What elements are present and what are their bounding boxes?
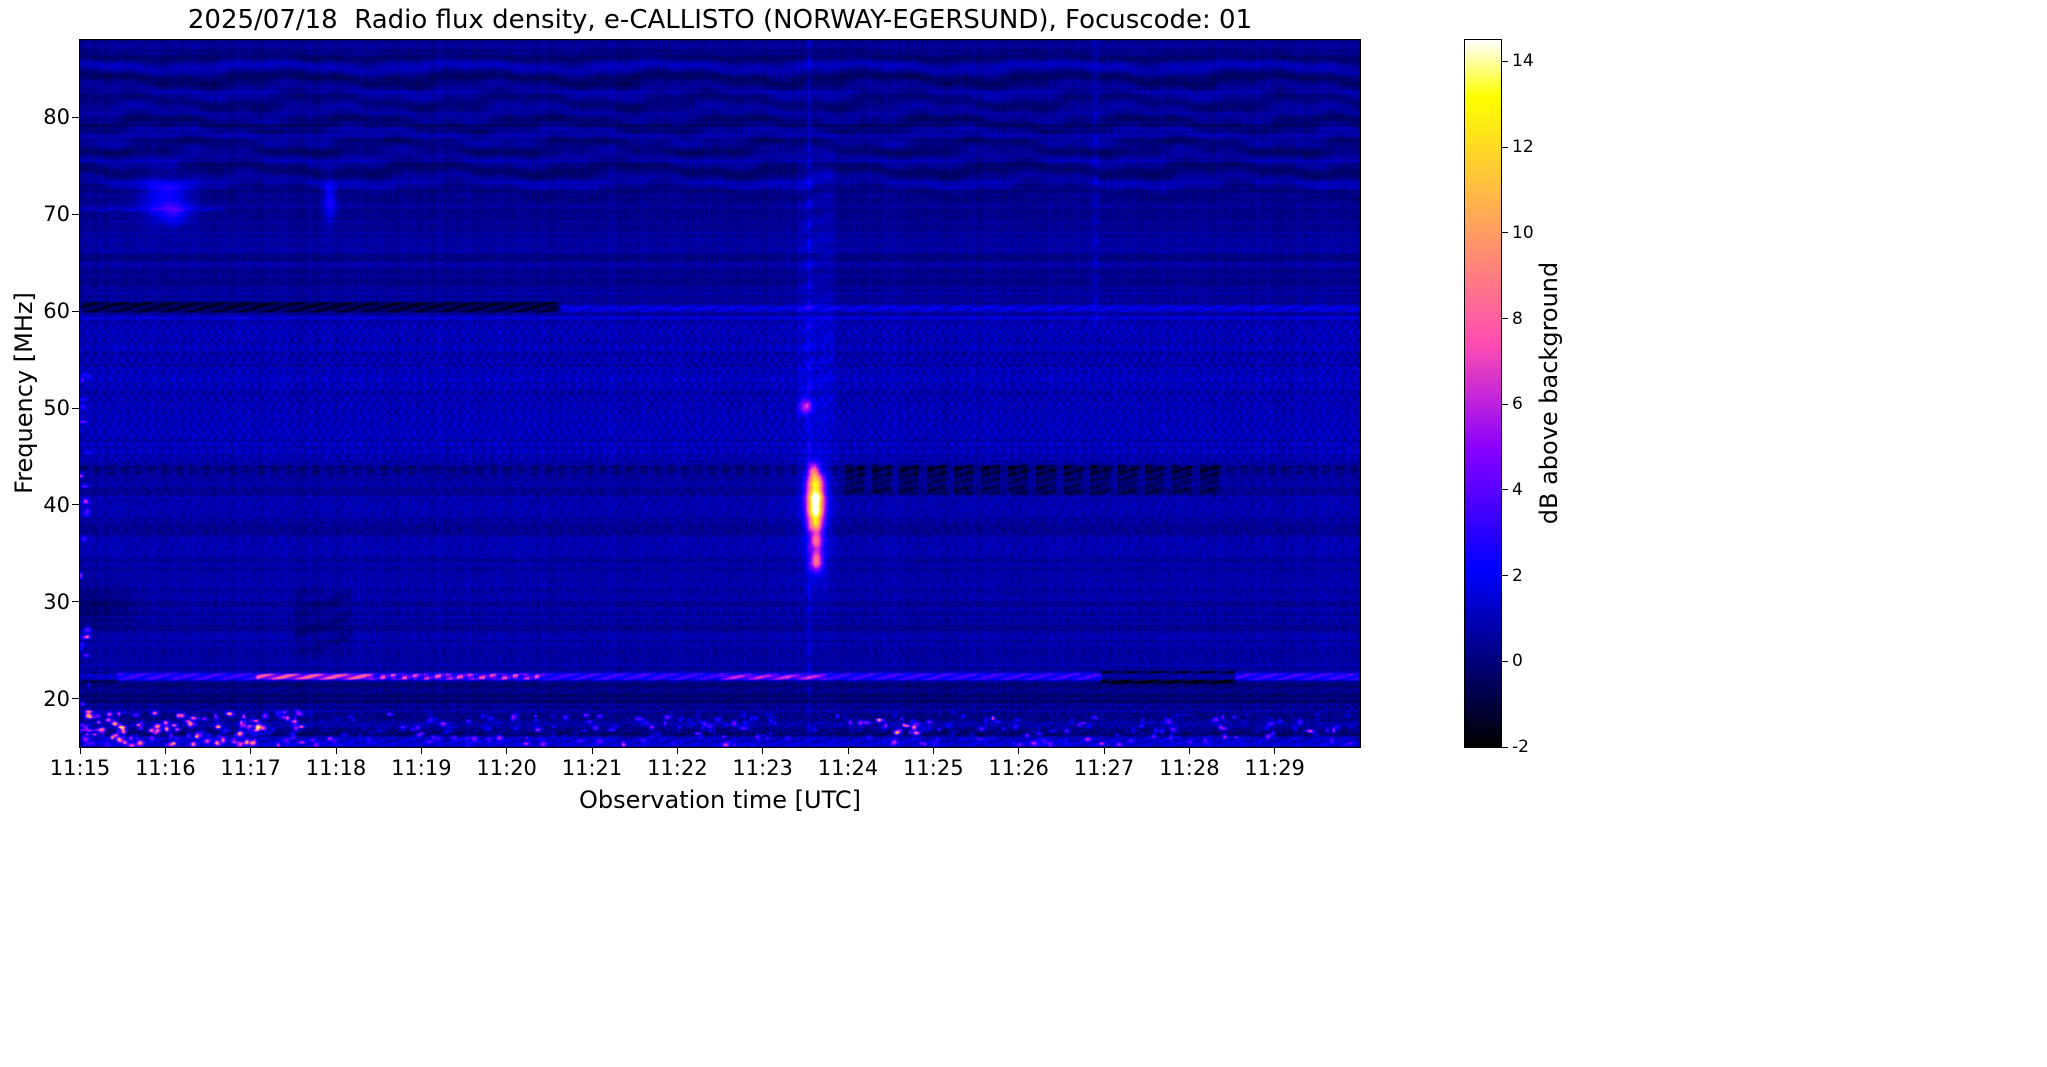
x-tick-mark [591,747,593,754]
x-tick-label: 11:29 [1244,756,1305,780]
x-tick-label: 11:17 [220,756,281,780]
y-tick-label: 60 [43,299,70,324]
colorbar-tick-label: 2 [1512,565,1523,586]
y-tick-mark [72,698,79,700]
y-tick-label: 70 [43,202,70,227]
colorbar-tick-label: 8 [1512,308,1523,329]
x-tick-mark [420,747,422,754]
x-tick-mark [79,747,81,754]
x-tick-mark [1018,747,1020,754]
y-tick-mark [72,116,79,118]
x-tick-label: 11:18 [305,756,367,780]
x-tick-label: 11:15 [49,756,111,780]
x-tick-label: 11:22 [647,756,708,780]
x-tick-mark [335,747,337,754]
x-tick-mark [932,747,934,754]
colorbar-tick-mark [1502,146,1508,148]
x-tick-label: 11:24 [817,756,879,780]
x-tick-label: 11:25 [903,756,964,780]
colorbar-tick-label: 12 [1512,137,1534,158]
x-tick-label: 11:27 [1073,756,1135,780]
x-tick-label: 11:28 [1159,756,1220,780]
y-tick-mark [72,601,79,603]
colorbar-label: dB above background [1535,261,1563,525]
x-tick-mark [847,747,849,754]
colorbar-tick-label: 0 [1512,651,1523,672]
colorbar-tick-mark [1502,575,1508,577]
x-tick-mark [676,747,678,754]
x-tick-mark [762,747,764,754]
y-tick-mark [72,504,79,506]
colorbar-tick-mark [1502,660,1508,662]
x-tick-mark [1103,747,1105,754]
colorbar-tick-mark [1502,60,1508,62]
x-tick-mark [506,747,508,754]
y-tick-label: 20 [43,686,70,711]
y-tick-label: 40 [43,492,70,517]
colorbar-tick-label: 14 [1512,51,1534,72]
colorbar-tick-mark [1502,403,1508,405]
y-tick-label: 30 [43,589,70,614]
colorbar-tick-mark [1502,318,1508,319]
x-tick-label: 11:23 [732,756,793,780]
spectrogram-plot [80,40,1360,747]
colorbar-tick-mark [1502,489,1508,491]
colorbar-tick-label: 10 [1512,222,1534,243]
x-tick-mark [1188,747,1190,754]
y-tick-label: 80 [43,105,70,130]
colorbar-tick-label: 6 [1512,394,1523,415]
colorbar [1465,40,1501,747]
x-tick-label: 11:26 [988,756,1049,780]
x-tick-label: 11:21 [561,756,623,780]
colorbar-tick-label: 4 [1512,479,1523,500]
y-tick-mark [72,407,79,409]
x-tick-label: 11:19 [391,756,452,780]
colorbar-tick-mark [1502,232,1508,234]
y-tick-label: 50 [43,396,70,421]
x-axis-label: Observation time [UTC] [579,786,861,814]
x-tick-mark [164,747,166,754]
chart-title: 2025/07/18 Radio flux density, e-CALLIST… [187,5,1253,35]
x-tick-mark [250,747,252,754]
y-tick-mark [72,310,79,312]
y-tick-mark [72,213,79,215]
x-tick-mark [1274,747,1276,754]
x-tick-label: 11:20 [476,756,537,780]
x-tick-label: 11:16 [135,756,196,780]
colorbar-tick-label: -2 [1512,737,1529,757]
colorbar-tick-mark [1502,746,1508,748]
